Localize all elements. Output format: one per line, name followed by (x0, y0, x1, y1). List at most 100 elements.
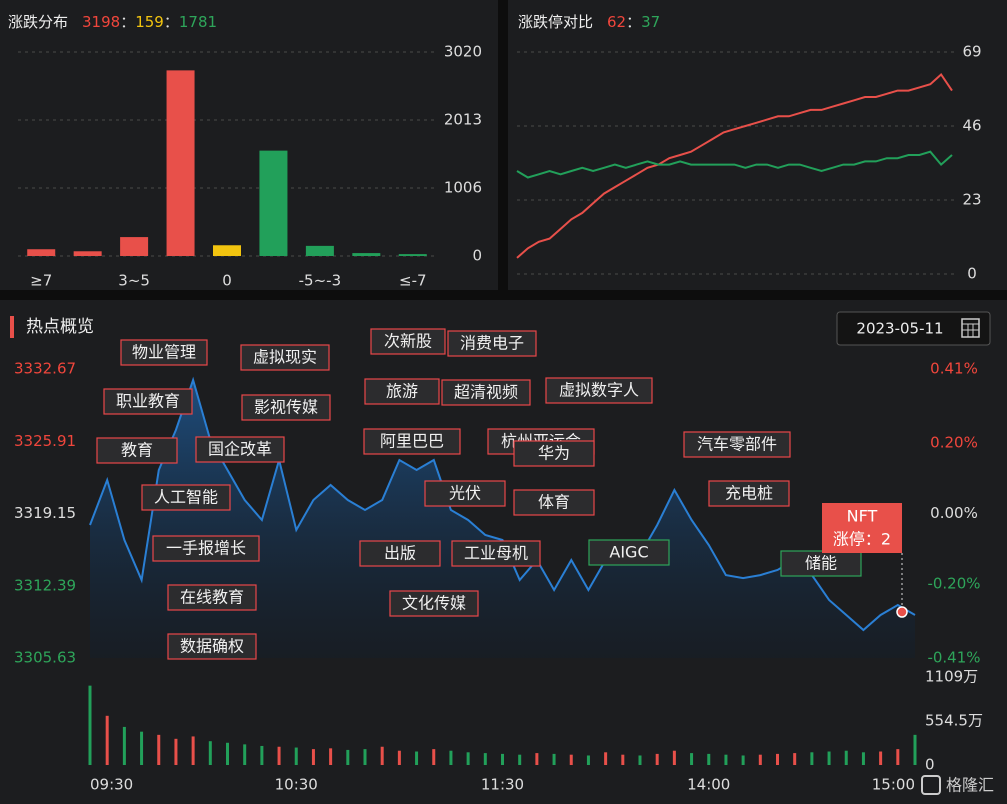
y-tick-label: 1006 (444, 179, 482, 197)
volume-bar (397, 750, 401, 765)
topic-tag: 阿里巴巴 (363, 428, 461, 455)
x-tick-label: 3~5 (118, 272, 150, 290)
tag-text: 汽车零部件 (697, 435, 777, 454)
tag-box (167, 584, 257, 611)
title-text: 涨跌停对比 (518, 13, 593, 31)
date-box[interactable] (836, 311, 991, 346)
summary-value: 62 (607, 13, 626, 31)
volume-bar (208, 741, 212, 765)
volume-bar (690, 753, 694, 765)
tag-box (513, 489, 595, 516)
x-tick-label: 0 (222, 272, 232, 290)
bar (27, 249, 56, 256)
x-tick-label: 15:00 (872, 776, 915, 794)
tag-text: 出版 (384, 544, 416, 563)
x-tick-label: 10:30 (275, 776, 318, 794)
volume-bar (861, 752, 865, 765)
tag-box (370, 328, 446, 355)
title-accent (10, 316, 14, 338)
summary-value: 3198 (82, 13, 120, 31)
tag-box (588, 539, 670, 566)
y2-tick-label: 0.20% (930, 434, 978, 452)
topic-tag: 一手报增长 (152, 535, 260, 562)
highlight-tag: NFT 涨停：2 (822, 503, 908, 618)
tag-box (363, 428, 461, 455)
tag-box (359, 540, 441, 567)
section-title: 热点概览 (26, 317, 94, 337)
volume-bar (157, 734, 161, 765)
tag-text: 工业母机 (464, 544, 528, 563)
volume-bar (604, 752, 608, 765)
y-tick-label: 0 (967, 265, 977, 283)
summary-value: 37 (641, 13, 660, 31)
topic-tag: 虚拟数字人 (545, 377, 653, 404)
calendar-icon[interactable] (961, 318, 980, 338)
tag-box (364, 378, 440, 405)
y-tick-label: 69 (962, 43, 981, 61)
highlight-dot (896, 606, 908, 618)
volume-bar (449, 750, 453, 765)
date-text[interactable]: 2023-05-11 (856, 320, 943, 338)
volume-bar (140, 731, 144, 765)
volume-bar (879, 751, 883, 765)
title-text: 涨跌分布 (8, 13, 68, 31)
watermark-logo (921, 775, 941, 795)
volume-bar (776, 753, 779, 765)
bar (166, 70, 195, 257)
highlight-box (822, 503, 902, 553)
x-tick-label: 11:30 (481, 776, 524, 794)
summary-separator: ： (120, 13, 135, 31)
x-tick-label: 14:00 (687, 776, 730, 794)
y-tick-label: 23 (962, 191, 981, 209)
volume-bar (741, 755, 745, 765)
volume-bar (174, 738, 178, 765)
tag-text: 影视传媒 (254, 398, 318, 417)
tag-text: 体育 (538, 493, 570, 512)
y-tick-label: 554.5万 (925, 712, 983, 730)
tag-text: 数据确权 (180, 637, 244, 656)
tag-box (167, 633, 257, 660)
volume-bar (707, 753, 711, 765)
volume-bar (105, 715, 109, 765)
volume-bar (896, 749, 900, 765)
y2-tick-label: -0.20% (927, 574, 980, 592)
topic-tag: 在线教育 (167, 584, 257, 611)
y-tick-label: 0 (925, 756, 935, 774)
y-tick-label: 0 (472, 247, 482, 265)
topic-tag: 出版 (359, 540, 441, 567)
topic-tag: 文化传媒 (389, 590, 479, 617)
tag-text: 物业管理 (132, 343, 196, 362)
volume-bar (586, 755, 590, 765)
volume-bar (810, 752, 814, 765)
tag-box (141, 484, 231, 511)
watermark: 格隆汇 (921, 775, 994, 795)
panel-distribution (0, 0, 498, 290)
y-tick-label: 46 (962, 117, 981, 135)
bar (259, 150, 288, 256)
volume-bar (552, 753, 556, 765)
bar (398, 254, 427, 256)
volume-bar (329, 748, 333, 765)
tag-box (513, 440, 595, 467)
tag-text: 旅游 (386, 382, 418, 401)
topic-tag: 教育 (96, 437, 178, 464)
bar (73, 251, 102, 256)
bar (305, 245, 334, 256)
volume-bar (913, 734, 917, 765)
volume-bar (363, 749, 367, 765)
y-tick-label: 3332.67 (14, 360, 76, 378)
volume-bar (122, 726, 126, 765)
tag-box (545, 377, 653, 404)
topic-tag: 汽车零部件 (683, 431, 791, 458)
date-picker[interactable]: 2023-05-11 (836, 311, 991, 346)
x-tick-label: ≥7 (30, 272, 52, 290)
topic-tag: 消费电子 (447, 330, 537, 357)
volume-bar (638, 755, 642, 765)
y-tick-label: 1109万 (925, 668, 978, 686)
topic-tag: 影视传媒 (241, 394, 331, 421)
topic-tag: 虚拟现实 (240, 344, 330, 371)
y-tick-label: 3020 (444, 43, 482, 61)
tag-text: 文化传媒 (402, 594, 466, 613)
tag-text: 虚拟现实 (253, 348, 317, 367)
